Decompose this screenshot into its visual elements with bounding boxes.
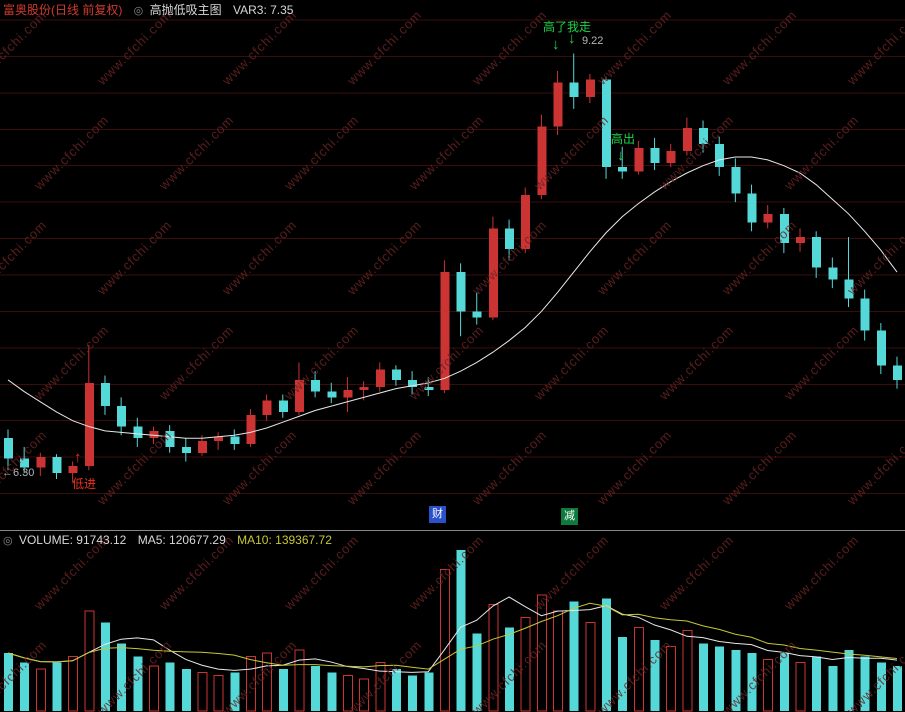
var3-value: VAR3: 7.35	[232, 3, 294, 17]
top-info-bar: 富奥股份(日线 前复权) ◎ 高抛低吸主图 VAR3: 7.35	[0, 0, 905, 20]
volume-ma10-value: MA10: 139367.72	[237, 533, 332, 547]
volume-bars	[4, 550, 902, 712]
volume-value[interactable]: VOLUME: 91743.12	[18, 533, 127, 547]
volume-ma10-line	[7, 602, 898, 670]
price-ma-line	[7, 156, 898, 439]
volume-ma5-value: MA5: 120677.29	[137, 533, 226, 547]
candlestick-series	[4, 53, 902, 482]
stock-title: 富奥股份(日线 前复权)	[3, 3, 123, 17]
volume-marker-icon: ◎	[3, 535, 13, 547]
grid-lines	[0, 19, 905, 495]
volume-ma5-line	[7, 596, 898, 673]
volume-info-bar: ◎ VOLUME: 91743.12 MA5: 120677.29 MA10: …	[0, 532, 905, 549]
indicator-name[interactable]: 高抛低吸主图	[149, 3, 222, 17]
indicator-marker-icon: ◎	[133, 5, 144, 17]
